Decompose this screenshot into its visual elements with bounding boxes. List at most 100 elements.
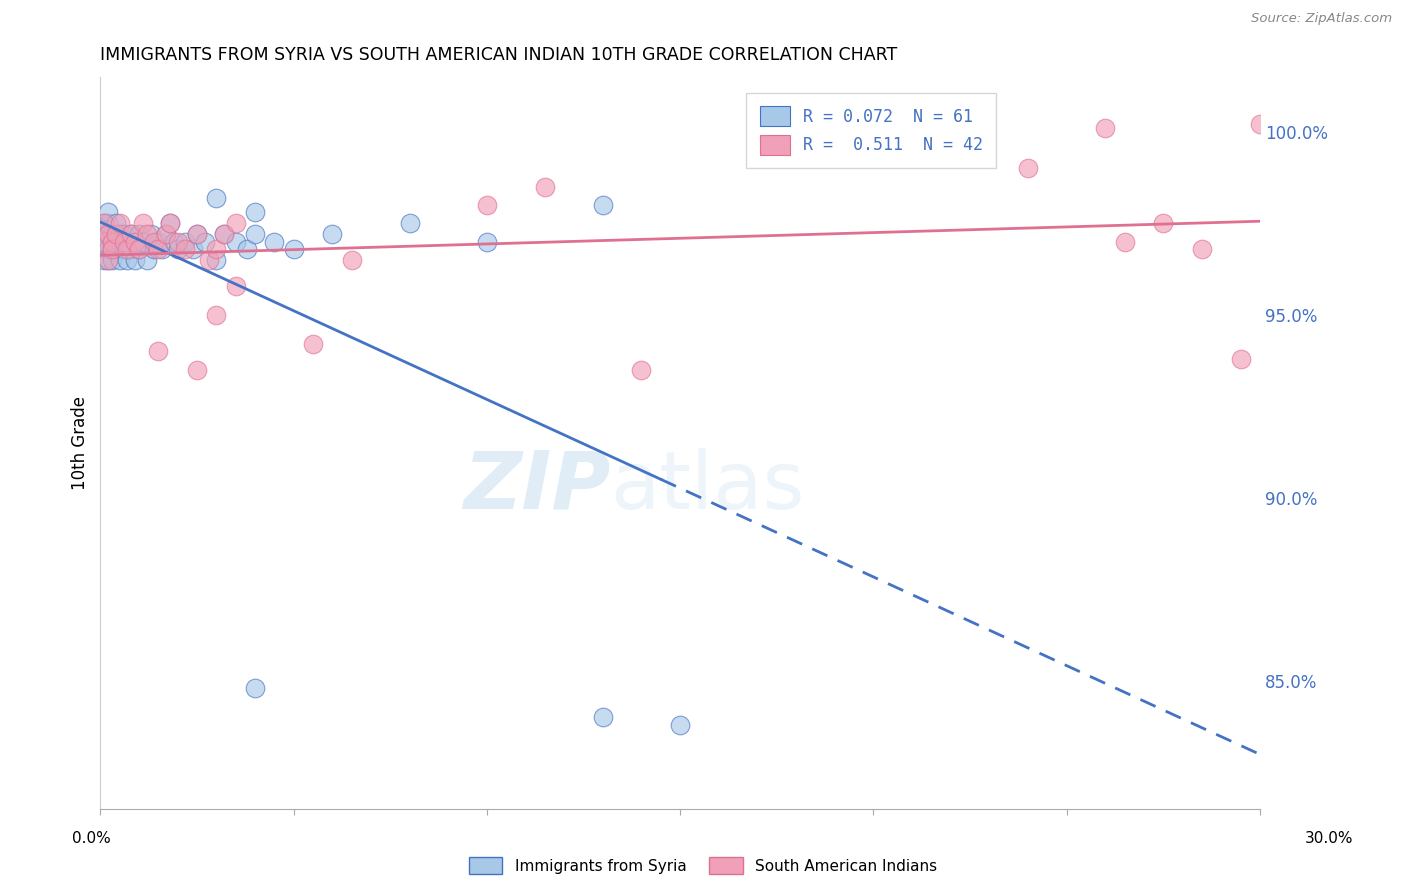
Text: 30.0%: 30.0% <box>1305 831 1353 846</box>
Point <box>163 235 186 249</box>
Point <box>398 216 420 230</box>
Point <box>120 227 142 242</box>
Text: 0.0%: 0.0% <box>72 831 111 846</box>
Point <box>236 242 259 256</box>
Point <box>112 235 135 249</box>
Point <box>243 227 266 242</box>
Point <box>93 235 115 249</box>
Point <box>302 337 325 351</box>
Point <box>101 242 124 256</box>
Point <box>97 252 120 267</box>
Point <box>205 308 228 322</box>
Point <box>630 362 652 376</box>
Point <box>243 205 266 219</box>
Point <box>97 235 120 249</box>
Point <box>97 227 120 242</box>
Point <box>132 216 155 230</box>
Point <box>669 718 692 732</box>
Point <box>321 227 343 242</box>
Point <box>93 227 115 242</box>
Point <box>132 235 155 249</box>
Point <box>93 235 115 249</box>
Point <box>108 216 131 230</box>
Point <box>101 235 124 249</box>
Point <box>112 227 135 242</box>
Point <box>340 252 363 267</box>
Point <box>104 216 127 230</box>
Point <box>97 227 120 242</box>
Point <box>166 242 188 256</box>
Point <box>1152 216 1174 230</box>
Point <box>475 235 498 249</box>
Point <box>101 227 124 242</box>
Point <box>124 235 146 249</box>
Point <box>174 235 197 249</box>
Point <box>120 227 142 242</box>
Point <box>1249 118 1271 132</box>
Point <box>225 235 247 249</box>
Point <box>225 216 247 230</box>
Point <box>120 242 142 256</box>
Point <box>97 242 120 256</box>
Point <box>186 227 208 242</box>
Point <box>124 252 146 267</box>
Point <box>243 681 266 696</box>
Point <box>128 242 150 256</box>
Point <box>283 242 305 256</box>
Text: IMMIGRANTS FROM SYRIA VS SOUTH AMERICAN INDIAN 10TH GRADE CORRELATION CHART: IMMIGRANTS FROM SYRIA VS SOUTH AMERICAN … <box>100 46 897 64</box>
Point <box>93 242 115 256</box>
Y-axis label: 10th Grade: 10th Grade <box>72 396 89 490</box>
Point <box>101 235 124 249</box>
Point <box>205 191 228 205</box>
Point <box>534 179 557 194</box>
Point <box>104 227 127 242</box>
Point <box>124 235 146 249</box>
Point <box>225 278 247 293</box>
Point <box>592 198 614 212</box>
Point <box>150 242 173 256</box>
Point <box>97 252 120 267</box>
Point <box>108 235 131 249</box>
Point <box>135 252 157 267</box>
Point <box>143 235 166 249</box>
Point <box>104 242 127 256</box>
Point <box>159 216 181 230</box>
Point <box>104 235 127 249</box>
Point <box>181 242 204 256</box>
Point <box>155 227 177 242</box>
Point <box>205 242 228 256</box>
Point <box>93 252 115 267</box>
Point <box>212 227 235 242</box>
Point <box>174 242 197 256</box>
Text: ZIP: ZIP <box>463 448 610 526</box>
Legend: Immigrants from Syria, South American Indians: Immigrants from Syria, South American In… <box>463 851 943 880</box>
Legend: R = 0.072  N = 61, R =  0.511  N = 42: R = 0.072 N = 61, R = 0.511 N = 42 <box>747 93 997 169</box>
Point <box>101 252 124 267</box>
Point <box>1229 351 1251 366</box>
Point <box>108 252 131 267</box>
Point <box>205 252 228 267</box>
Point <box>148 344 170 359</box>
Point <box>128 242 150 256</box>
Point <box>166 235 188 249</box>
Point <box>93 216 115 230</box>
Point <box>112 242 135 256</box>
Point <box>592 710 614 724</box>
Point <box>135 227 157 242</box>
Point <box>148 242 170 256</box>
Point <box>117 252 139 267</box>
Text: atlas: atlas <box>610 448 804 526</box>
Point <box>128 227 150 242</box>
Point <box>148 235 170 249</box>
Point <box>197 252 219 267</box>
Point <box>186 227 208 242</box>
Point <box>263 235 285 249</box>
Text: Source: ZipAtlas.com: Source: ZipAtlas.com <box>1251 12 1392 25</box>
Point <box>194 235 217 249</box>
Point <box>186 362 208 376</box>
Point <box>101 242 124 256</box>
Point <box>97 205 120 219</box>
Point <box>108 227 131 242</box>
Point <box>97 216 120 230</box>
Point <box>212 227 235 242</box>
